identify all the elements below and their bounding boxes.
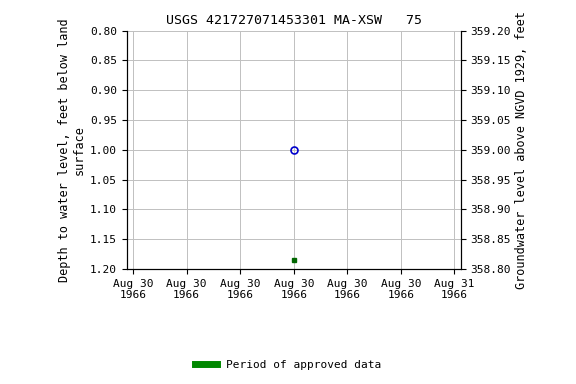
Title: USGS 421727071453301 MA-XSW   75: USGS 421727071453301 MA-XSW 75	[166, 14, 422, 27]
Legend: Period of approved data: Period of approved data	[191, 356, 385, 375]
Y-axis label: Depth to water level, feet below land
surface: Depth to water level, feet below land su…	[58, 18, 86, 281]
Y-axis label: Groundwater level above NGVD 1929, feet: Groundwater level above NGVD 1929, feet	[515, 11, 528, 289]
